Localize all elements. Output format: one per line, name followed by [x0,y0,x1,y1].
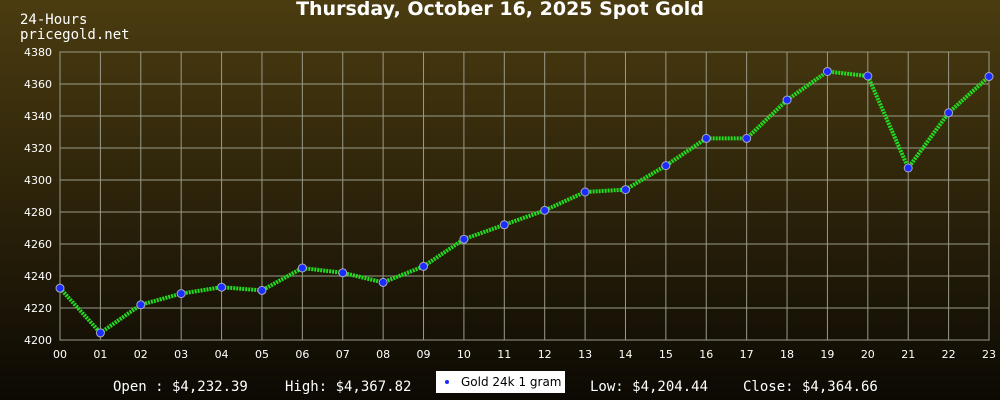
x-tick-label: 19 [820,348,834,361]
point [863,71,873,81]
point [136,300,146,310]
point [620,185,630,195]
point [822,66,832,76]
x-tick-label: 03 [174,348,188,361]
x-tick-label: 18 [780,348,794,361]
point [661,161,671,171]
subtitle: 24-Hours [20,12,87,28]
x-tick-label: 16 [699,348,713,361]
y-tick-label: 4340 [24,110,52,123]
subtitle: pricegold.net [20,27,130,43]
y-tick-label: 4220 [24,302,52,315]
stat-close: Close: $4,364.66 [743,379,878,395]
point [176,289,186,299]
x-tick-label: 12 [538,348,552,361]
point [540,205,550,215]
y-tick-label: 4300 [24,174,52,187]
point [338,268,348,278]
x-tick-label: 07 [336,348,350,361]
stat-open: Open : $4,232.39 [113,379,248,395]
point [297,263,307,273]
x-tick-label: 04 [215,348,229,361]
x-tick-label: 08 [376,348,390,361]
x-tick-label: 10 [457,348,471,361]
point [499,220,509,230]
point [903,163,913,173]
legend-marker [445,380,449,384]
x-tick-label: 06 [295,348,309,361]
x-tick-label: 21 [901,348,915,361]
chart-title: Thursday, October 16, 2025 Spot Gold [296,0,704,20]
point [944,108,954,118]
point [742,133,752,143]
point [257,285,267,295]
legend-label: Gold 24k 1 gram [461,375,561,389]
x-tick-label: 00 [53,348,67,361]
point [55,283,65,293]
y-tick-label: 4380 [24,46,52,59]
stat-low: Low: $4,204.44 [590,379,708,395]
y-tick-label: 4360 [24,78,52,91]
series-line [58,69,991,336]
point [580,187,590,197]
x-tick-label: 09 [417,348,431,361]
x-tick-label: 05 [255,348,269,361]
x-tick-label: 13 [578,348,592,361]
point [217,282,227,292]
point [459,234,469,244]
x-tick-label: 23 [982,348,996,361]
point [984,72,994,82]
x-tick-label: 17 [740,348,754,361]
y-tick-label: 4320 [24,142,52,155]
point [701,133,711,143]
x-tick-label: 20 [861,348,875,361]
x-tick-label: 22 [942,348,956,361]
point [782,95,792,105]
point [419,261,429,271]
x-tick-label: 15 [659,348,673,361]
point [378,277,388,287]
x-tick-label: 14 [618,348,632,361]
y-tick-label: 4280 [24,206,52,219]
stat-high: High: $4,367.82 [285,379,411,395]
y-tick-label: 4240 [24,270,52,283]
x-tick-label: 01 [93,348,107,361]
x-tick-label: 02 [134,348,148,361]
legend-box [436,371,565,393]
y-tick-label: 4200 [24,334,52,347]
x-tick-label: 11 [497,348,511,361]
point [95,328,105,338]
y-tick-label: 4260 [24,238,52,251]
